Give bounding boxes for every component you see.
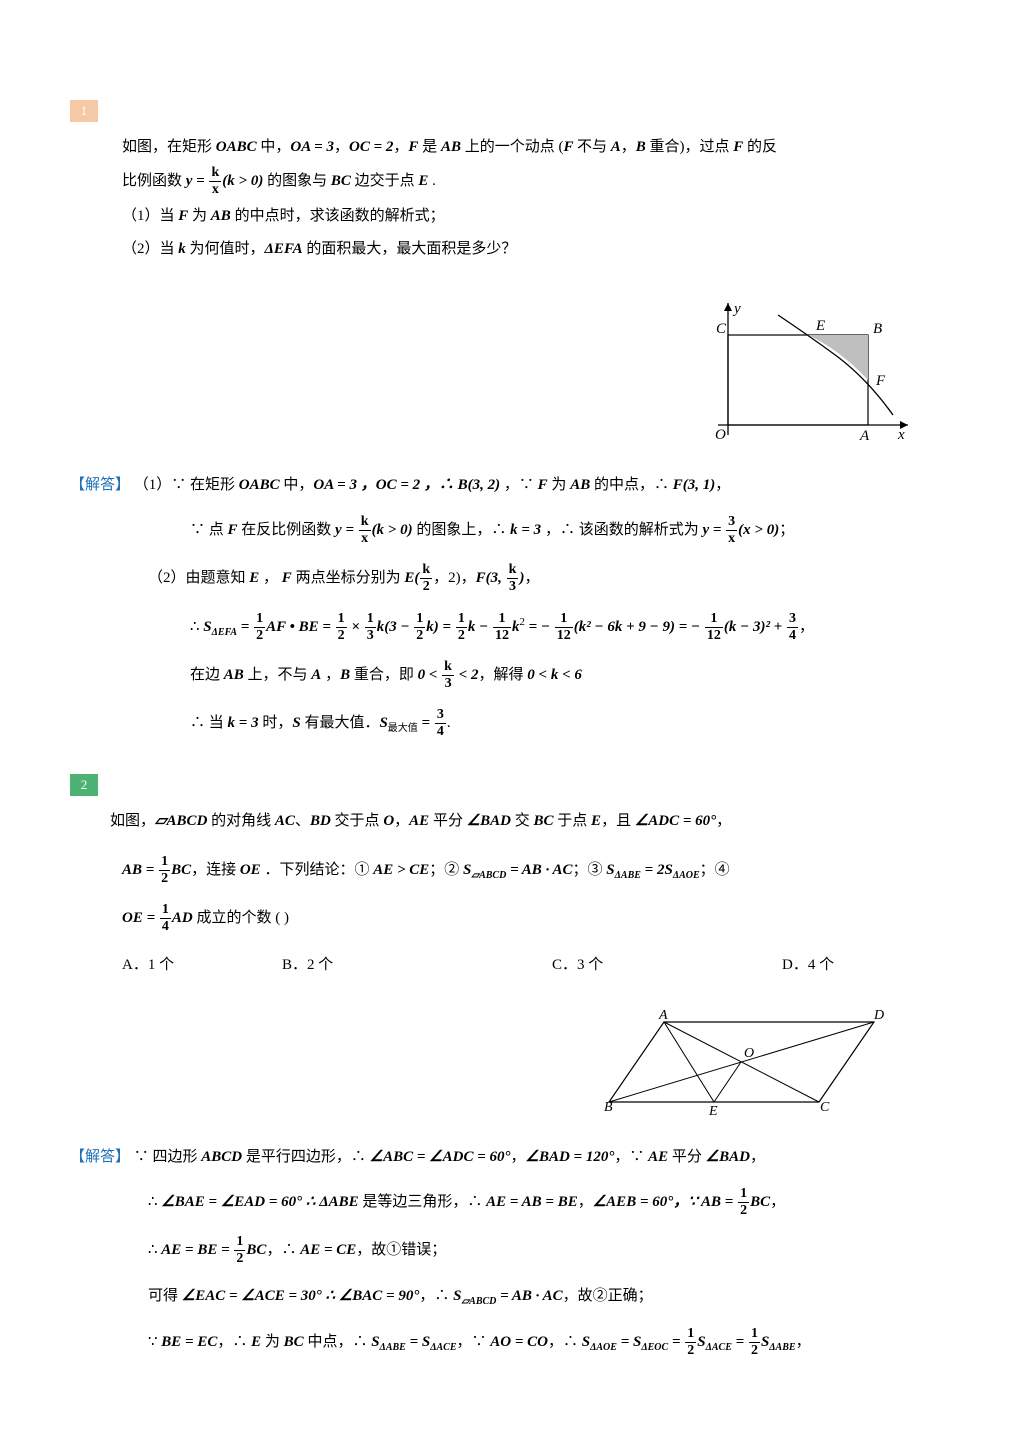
- answer-1-line2: ∵ 点 F 在反比例函数 y = kx(k > 0) 的图象上，∴ k = 3 …: [190, 514, 954, 547]
- answer-1-line6: ∴ 当 k = 3 时，S 有最大值．S最大值 = 34.: [190, 707, 954, 740]
- svg-text:O: O: [744, 1046, 754, 1061]
- problem-2-badge: 2: [70, 774, 98, 796]
- svg-text:E: E: [815, 318, 825, 334]
- p2-line2: AB = 12BC，连接 OE ．下列结论：① AE > CE；② S▱ABCD…: [122, 854, 954, 887]
- figure-2: A D B C O E: [70, 1007, 884, 1128]
- svg-text:B: B: [604, 1100, 613, 1115]
- p1-line2: 比例函数 y = kx(k > 0) 的图象与 BC 边交于点 E .: [122, 165, 942, 198]
- problem-1-badge: 1: [70, 100, 98, 122]
- figure-2-svg: A D B C O E: [604, 1007, 884, 1117]
- choice-a: A．1 个: [122, 951, 282, 980]
- answer-label-2: 【解答】: [70, 1149, 130, 1165]
- answer-2-line3: ∴ AE = BE = 12BC，∴ AE = CE，故①错误；: [148, 1234, 954, 1267]
- figure-1: y x C E B F O A: [70, 295, 918, 456]
- svg-text:x: x: [897, 427, 905, 443]
- svg-text:F: F: [875, 373, 886, 389]
- problem-1-stem: 如图，在矩形 OABC 中，OA = 3，OC = 2，F 是 AB 上的一个动…: [122, 129, 942, 268]
- problem-2: 2 如图，▱ABCD 的对角线 AC、BD 交于点 O，AE 平分 ∠BAD 交…: [70, 774, 954, 979]
- answer-2: 【解答】 ∵ 四边形 ABCD 是平行四边形，∴ ∠ABC = ∠ADC = 6…: [70, 1143, 954, 1360]
- answer-2-line2: ∴ ∠BAE = ∠EAD = 60° ∴ ΔABE 是等边三角形，∴ AE =…: [148, 1186, 954, 1219]
- figure-1-svg: y x C E B F O A: [698, 295, 918, 445]
- svg-text:A: A: [658, 1008, 668, 1023]
- p2-line1: 如图，▱ABCD 的对角线 AC、BD 交于点 O，AE 平分 ∠BAD 交 B…: [110, 807, 930, 836]
- svg-text:O: O: [715, 427, 726, 443]
- answer-2-line1: 【解答】 ∵ 四边形 ABCD 是平行四边形，∴ ∠ABC = ∠ADC = 6…: [70, 1143, 954, 1172]
- answer-1-line4: ∴ SΔEFA = 12AF • BE = 12 × 13k(3 − 12k) …: [190, 611, 954, 644]
- page-content: 1 如图，在矩形 OABC 中，OA = 3，OC = 2，F 是 AB 上的一…: [0, 0, 1024, 1434]
- svg-text:y: y: [732, 301, 741, 317]
- choice-c: C．3 个: [552, 951, 782, 980]
- p1-q1: （1）当 F 为 AB 的中点时，求该函数的解析式；: [122, 202, 942, 231]
- answer-label: 【解答】: [70, 477, 130, 493]
- p1-line1: 如图，在矩形 OABC 中，OA = 3，OC = 2，F 是 AB 上的一个动…: [122, 133, 942, 162]
- svg-text:C: C: [820, 1100, 830, 1115]
- choice-b: B．2 个: [282, 951, 552, 980]
- svg-text:D: D: [873, 1008, 884, 1023]
- p1-q2: （2）当 k 为何值时，ΔEFA 的面积最大，最大面积是多少？: [122, 235, 942, 264]
- problem-2-stem: 如图，▱ABCD 的对角线 AC、BD 交于点 O，AE 平分 ∠BAD 交 B…: [110, 803, 930, 840]
- choice-d: D．4 个: [782, 951, 834, 980]
- answer-1-line5: 在边 AB 上，不与 A ，B 重合，即 0 < k3 < 2，解得 0 < k…: [190, 659, 954, 692]
- p2-line3: OE = 14AD 成立的个数 ( ): [122, 902, 954, 935]
- svg-text:A: A: [859, 428, 870, 444]
- choices: A．1 个 B．2 个 C．3 个 D．4 个: [122, 951, 954, 980]
- answer-2-line4: 可得 ∠EAC = ∠ACE = 30° ∴ ∠BAC = 90°，∴ S▱AB…: [148, 1282, 954, 1311]
- answer-2-line5: ∵ BE = EC，∴ E 为 BC 中点，∴ SΔABE = SΔACE，∵ …: [148, 1326, 954, 1359]
- answer-1: 【解答】 （1）∵ 在矩形 OABC 中，OA = 3 ，OC = 2 ，∴ B…: [70, 471, 954, 740]
- answer-1-line1: 【解答】 （1）∵ 在矩形 OABC 中，OA = 3 ，OC = 2 ，∴ B…: [70, 471, 954, 500]
- svg-text:C: C: [716, 321, 727, 337]
- svg-text:B: B: [873, 321, 882, 337]
- svg-text:E: E: [708, 1104, 718, 1117]
- problem-1: 1 如图，在矩形 OABC 中，OA = 3，OC = 2，F 是 AB 上的一…: [70, 100, 954, 267]
- answer-1-line3: （2）由题意知 E ， F 两点坐标分别为 E(k2，2)，F(3, k3)，: [148, 562, 954, 595]
